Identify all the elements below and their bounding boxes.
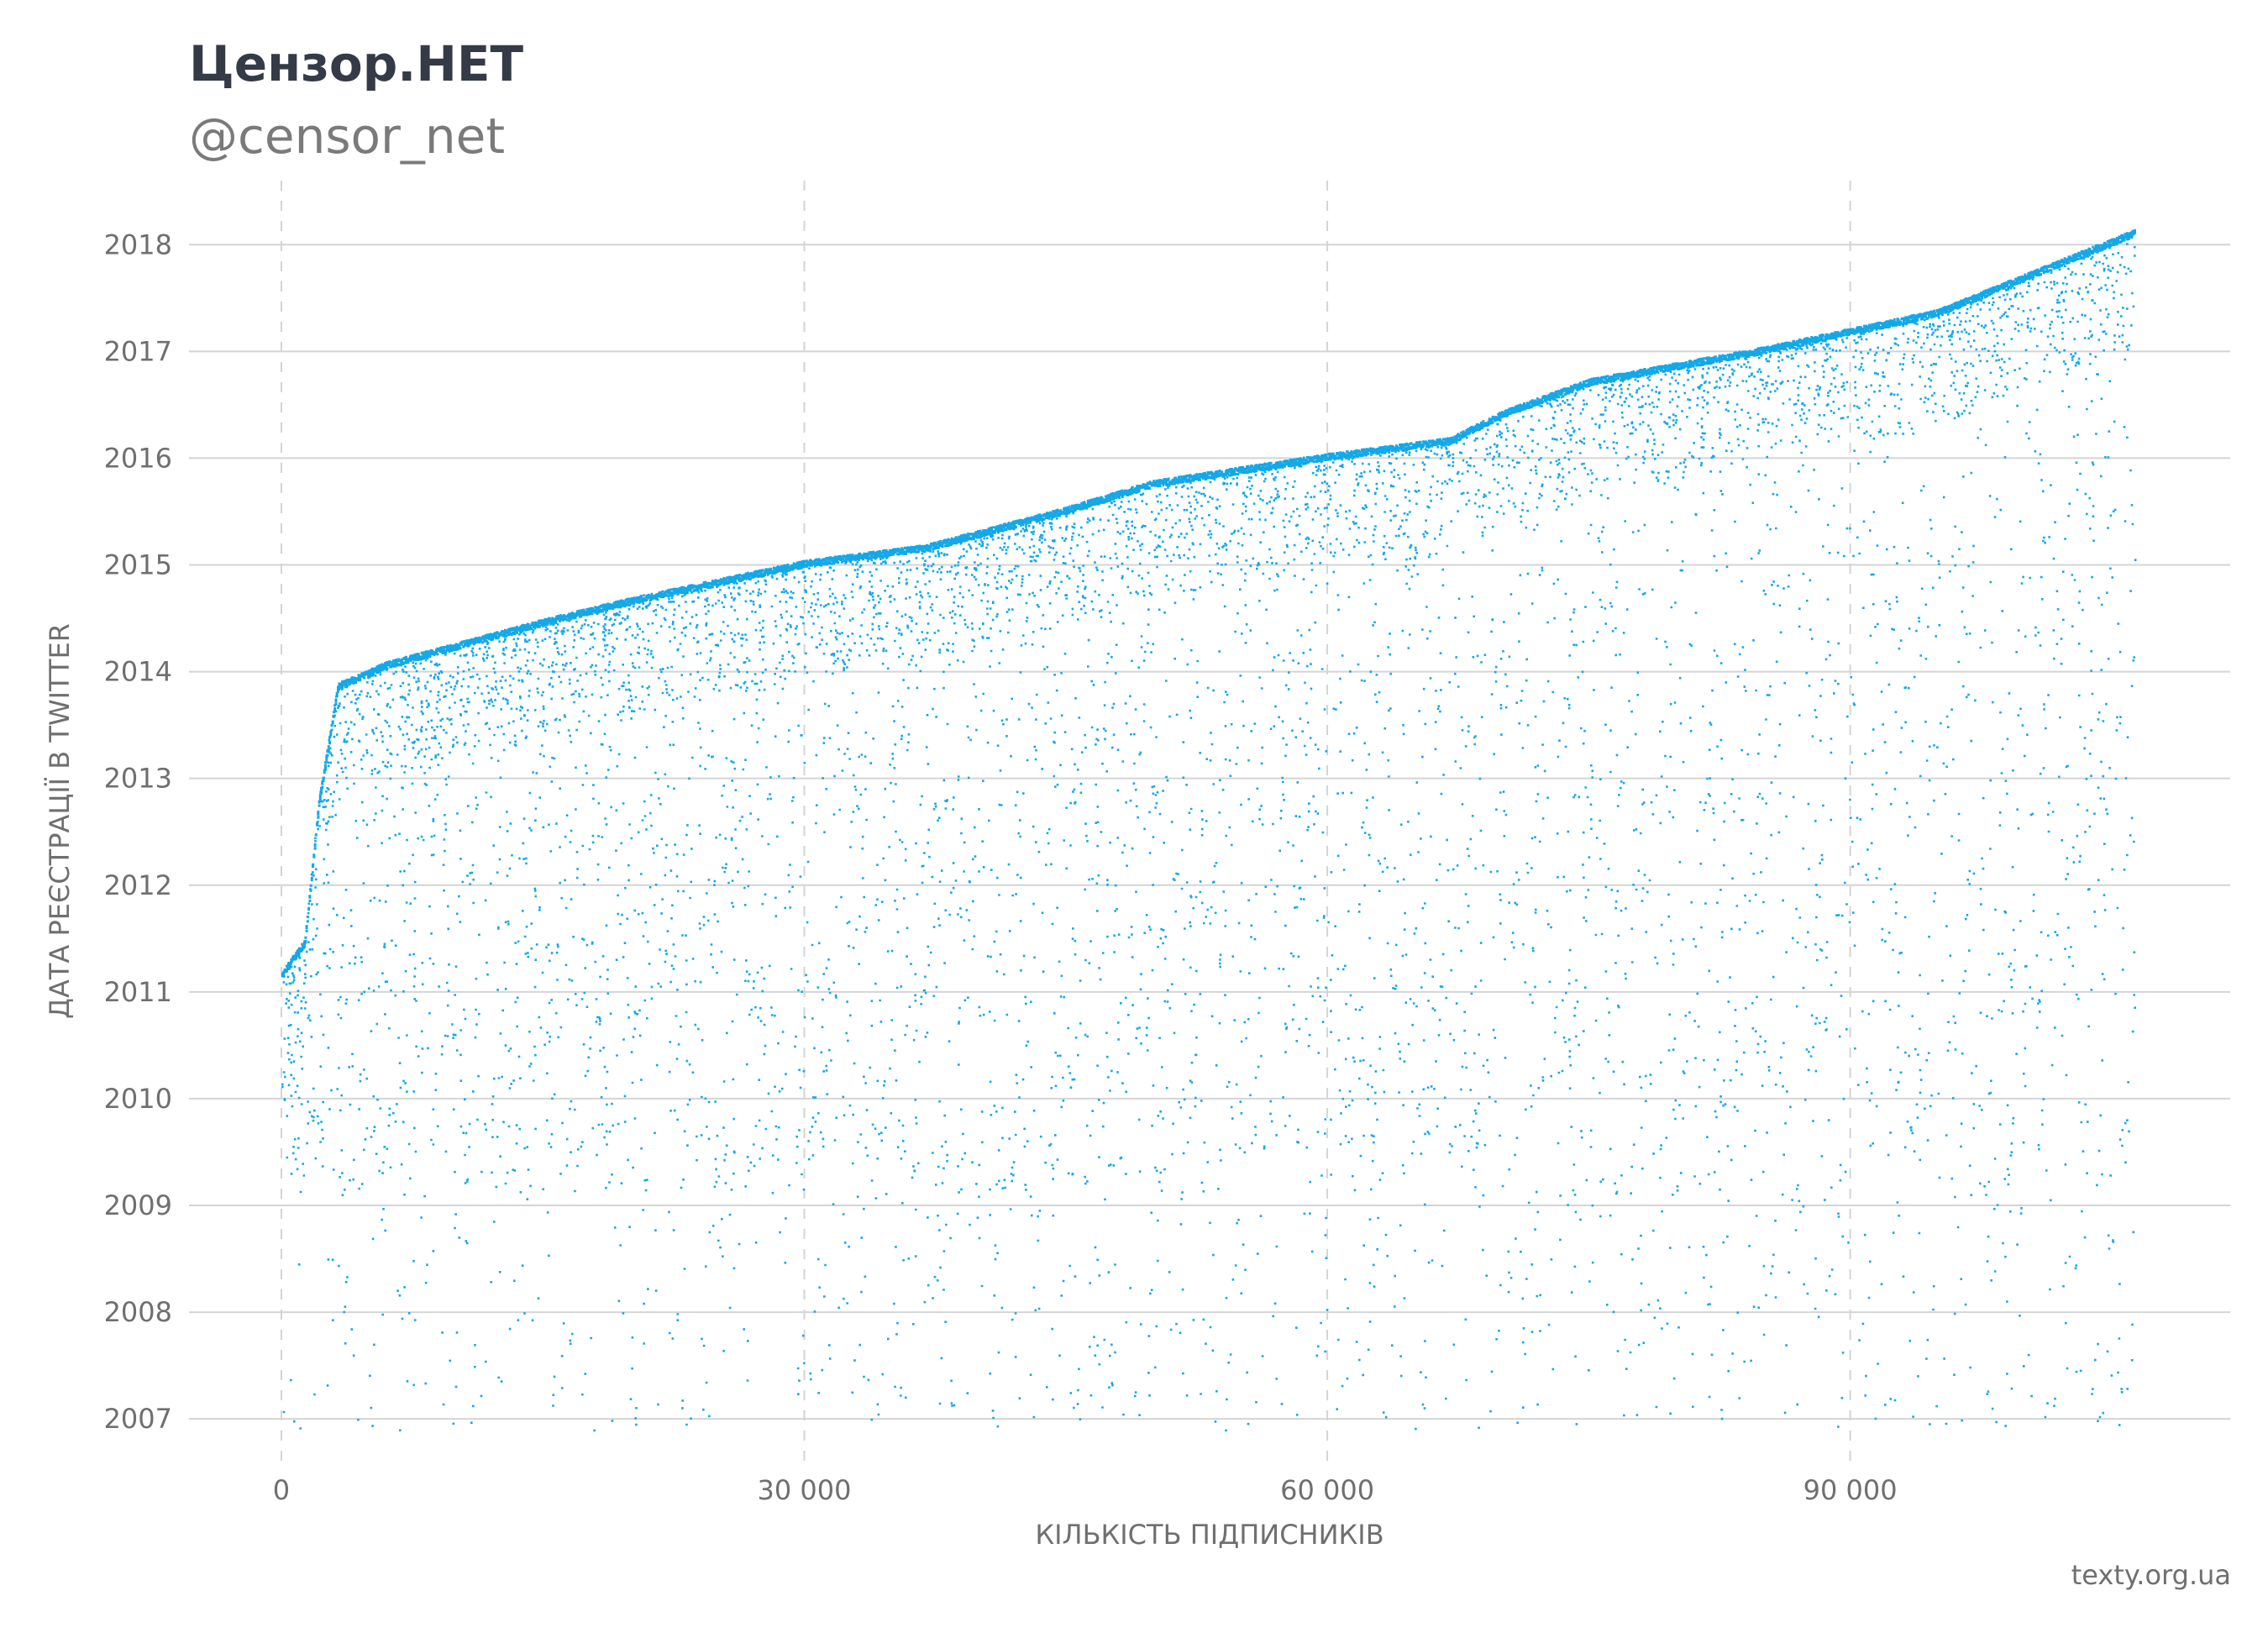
x-tick-label: 90 000 — [1803, 1474, 1898, 1506]
y-tick-label: 2018 — [104, 228, 172, 260]
source-credit: texty.org.ua — [2071, 1559, 2231, 1591]
y-tick-label: 2008 — [104, 1296, 172, 1328]
y-tick-label: 2012 — [104, 869, 172, 901]
x-tick-label: 0 — [273, 1474, 290, 1506]
scatter-point — [281, 228, 2136, 978]
x-axis-title: КІЛЬКІСТЬ ПІДПИСНИКІВ — [1035, 1519, 1383, 1551]
y-tick-label: 2007 — [104, 1403, 172, 1435]
y-tick-label: 2009 — [104, 1189, 172, 1221]
x-gridlines — [280, 181, 1851, 1462]
page-title: Цензор.НЕТ — [189, 35, 524, 92]
page-subtitle: @censor_net — [189, 108, 506, 165]
y-tick-label: 2010 — [104, 1083, 172, 1115]
y-gridlines — [189, 244, 2230, 1420]
scatter-point — [281, 229, 2137, 1432]
data-points — [281, 229, 2137, 1432]
y-axis-title: ДАТА РЕЄСТРАЦІЇ В TWITTER — [44, 623, 76, 1019]
x-tick-labels: 0 30 000 60 000 90 000 — [273, 1474, 1898, 1506]
x-tick-label: 30 000 — [758, 1474, 852, 1506]
upper-envelope-points — [281, 228, 2136, 978]
y-tick-label: 2013 — [104, 763, 172, 795]
y-tick-label: 2015 — [104, 549, 172, 581]
y-tick-label: 2016 — [104, 442, 172, 474]
y-tick-label: 2017 — [104, 335, 172, 367]
y-tick-label: 2014 — [104, 656, 172, 688]
x-tick-label: 60 000 — [1280, 1474, 1374, 1506]
y-tick-labels: 2007 2008 2009 2010 2011 2012 2013 2014 2015 2016… — [104, 228, 172, 1435]
y-tick-label: 2011 — [104, 976, 172, 1008]
